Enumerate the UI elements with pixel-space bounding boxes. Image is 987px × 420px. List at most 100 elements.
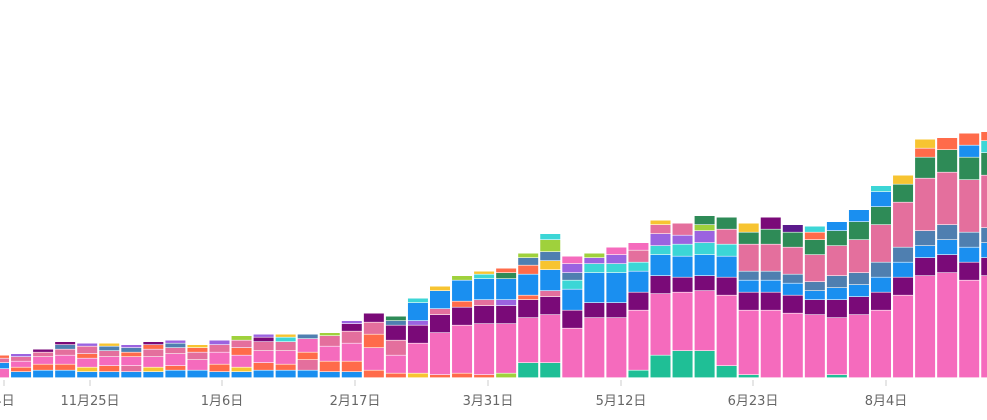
bar-segment bbox=[672, 292, 693, 351]
bar-segment bbox=[981, 132, 987, 141]
bar-segment bbox=[319, 336, 340, 346]
bar-segment bbox=[760, 217, 781, 229]
bar-segment bbox=[915, 157, 936, 178]
bar-segment bbox=[848, 285, 869, 297]
bar-segment bbox=[231, 355, 252, 367]
bar-segment bbox=[562, 264, 583, 273]
bar-segment bbox=[826, 375, 847, 378]
bar-segment bbox=[760, 244, 781, 271]
bar-segment bbox=[121, 366, 142, 372]
bar-segment bbox=[99, 366, 120, 372]
bar-segment bbox=[628, 271, 649, 292]
bar-segment bbox=[650, 276, 671, 294]
bar-segment bbox=[915, 276, 936, 378]
bar-segment bbox=[848, 210, 869, 222]
bar-segment bbox=[253, 342, 274, 351]
bar-segment bbox=[937, 172, 958, 225]
bar-segment bbox=[143, 372, 164, 378]
bar-segment bbox=[826, 276, 847, 288]
bar-segment bbox=[584, 318, 605, 378]
bar-segment bbox=[187, 348, 208, 352]
bar-segment bbox=[231, 367, 252, 372]
bar-segment bbox=[11, 372, 32, 378]
bar-segment bbox=[606, 264, 627, 273]
bar-segment bbox=[804, 282, 825, 291]
bar-segment bbox=[518, 295, 539, 300]
bar-segment bbox=[143, 349, 164, 357]
bar-segment bbox=[738, 244, 759, 271]
bar-segment bbox=[99, 343, 120, 346]
bar-segment bbox=[99, 351, 120, 357]
bar-segment bbox=[738, 310, 759, 375]
bar-segment bbox=[496, 273, 517, 279]
bar-segment bbox=[893, 262, 914, 277]
bar-segment bbox=[915, 178, 936, 231]
x-tick-label: 5月12日 bbox=[596, 394, 647, 409]
bar-segment bbox=[474, 274, 495, 279]
bar-segment bbox=[804, 255, 825, 282]
bar-segment bbox=[606, 255, 627, 264]
bar-segment bbox=[606, 318, 627, 378]
bar-segment bbox=[275, 364, 296, 370]
bar-segment bbox=[518, 253, 539, 258]
bar-segment bbox=[738, 223, 759, 232]
bar-segment bbox=[518, 363, 539, 378]
x-tick-label: 4日 bbox=[0, 394, 15, 409]
bar-segment bbox=[959, 180, 980, 232]
bar-segment bbox=[826, 246, 847, 276]
bar-segment bbox=[99, 357, 120, 366]
bar-segment bbox=[407, 373, 428, 378]
bar-segment bbox=[407, 343, 428, 373]
bar-segment bbox=[716, 229, 737, 244]
bar-segment bbox=[628, 262, 649, 271]
bar-segment bbox=[452, 276, 473, 280]
bar-segment bbox=[915, 139, 936, 148]
bar-segment bbox=[33, 370, 54, 378]
bar-segment bbox=[804, 240, 825, 255]
bar-segment bbox=[915, 231, 936, 246]
bar-segment bbox=[297, 334, 318, 339]
x-tick-label: 1月6日 bbox=[201, 394, 244, 409]
bar-segment bbox=[55, 342, 76, 345]
bar-segment bbox=[826, 300, 847, 318]
bar-segment bbox=[562, 256, 583, 264]
bar-segment bbox=[275, 334, 296, 337]
bar-segment bbox=[143, 367, 164, 372]
bar-segment bbox=[540, 297, 561, 315]
bar-segment bbox=[518, 265, 539, 274]
bar-segment bbox=[959, 262, 980, 280]
bar-segment bbox=[650, 246, 671, 255]
bar-segment bbox=[981, 153, 987, 175]
bar-segment bbox=[584, 273, 605, 303]
bar-segment bbox=[430, 309, 450, 315]
bar-segment bbox=[496, 373, 517, 378]
bar-segment bbox=[760, 280, 781, 292]
bar-segment bbox=[981, 276, 987, 378]
bar-segment bbox=[297, 370, 318, 378]
bar-segment bbox=[121, 345, 142, 348]
bar-segment bbox=[540, 252, 561, 261]
bar-segment bbox=[474, 306, 495, 324]
bar-segment bbox=[584, 258, 605, 264]
bar-segment bbox=[518, 274, 539, 295]
bar-segment bbox=[165, 343, 186, 348]
bar-segment bbox=[694, 231, 715, 243]
bar-segment bbox=[77, 372, 98, 378]
bar-segment bbox=[297, 360, 318, 370]
bar-segment bbox=[99, 346, 120, 351]
bar-segment bbox=[782, 232, 803, 247]
bar-segment bbox=[77, 343, 98, 346]
bar-segment bbox=[11, 361, 32, 367]
bar-segment bbox=[871, 292, 891, 310]
bar-segment bbox=[628, 292, 649, 310]
bar-segment bbox=[363, 322, 384, 334]
bar-segment bbox=[562, 280, 583, 289]
bar-segment bbox=[253, 351, 274, 363]
bar-segment bbox=[430, 286, 450, 291]
bar-segment bbox=[430, 333, 450, 375]
bar-segment bbox=[407, 298, 428, 303]
bar-segment bbox=[187, 370, 208, 378]
bar-segment bbox=[385, 373, 406, 378]
bar-segment bbox=[672, 244, 693, 256]
